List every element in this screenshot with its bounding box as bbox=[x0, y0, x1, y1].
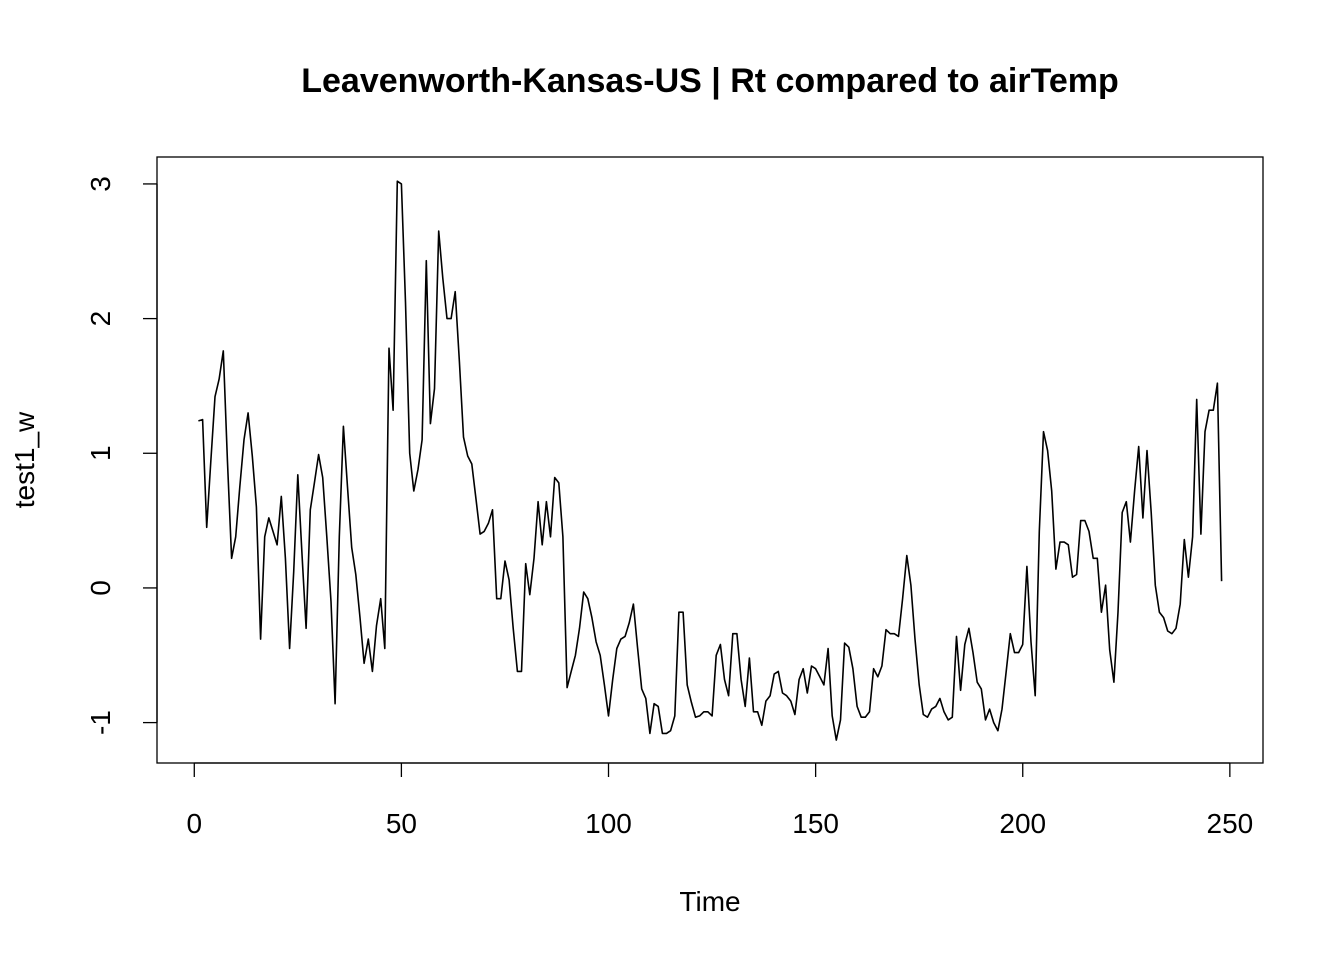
series-line bbox=[198, 180, 1223, 741]
x-tick-label: 150 bbox=[792, 808, 839, 839]
x-tick-label: 100 bbox=[585, 808, 632, 839]
x-tick-label: 250 bbox=[1207, 808, 1254, 839]
y-tick-label: -1 bbox=[85, 710, 116, 735]
chart-title: Leavenworth-Kansas-US | Rt compared to a… bbox=[301, 62, 1119, 100]
y-axis: -1 0 1 2 3 bbox=[85, 176, 158, 735]
x-tick-label: 50 bbox=[386, 808, 417, 839]
x-tick-label: 200 bbox=[999, 808, 1046, 839]
y-tick-label: 0 bbox=[85, 580, 116, 596]
y-tick-label: 3 bbox=[85, 176, 116, 192]
y-tick-label: 2 bbox=[85, 311, 116, 327]
y-axis-label: test1_w bbox=[9, 411, 40, 508]
plot-frame bbox=[156, 156, 1264, 764]
y-tick-label: 1 bbox=[85, 445, 116, 461]
x-axis: 0 50 100 150 200 250 bbox=[186, 762, 1254, 839]
x-tick-label: 0 bbox=[186, 808, 202, 839]
x-axis-label: Time bbox=[679, 886, 740, 917]
